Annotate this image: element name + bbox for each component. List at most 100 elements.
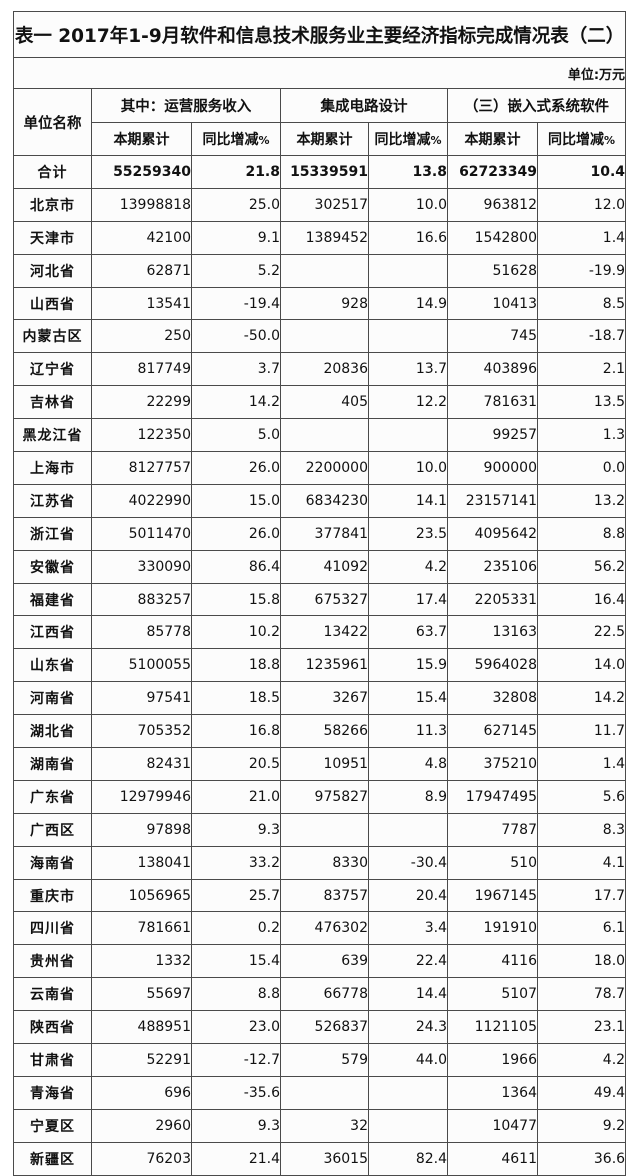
row-region-name: 合计 [13,155,92,189]
cell-ic-design-current: 13422 [280,615,369,650]
cell-operating-revenue-current: 13541 [91,286,192,321]
cell-ic-design-growth: 11.3 [368,714,448,749]
cell-operating-revenue-current: 2960 [91,1108,192,1143]
cell-operating-revenue-growth: 33.2 [191,845,281,880]
cell-operating-revenue-current: 817749 [91,352,192,387]
cell-embedded-software-current: 1121105 [447,1010,538,1045]
table-row: 山西省 13541 -19.4 928 14.9 10413 8.5 [13,286,627,321]
cell-operating-revenue-growth: 21.8 [191,155,281,189]
cell-embedded-software-growth: 78.7 [536,977,627,1012]
table-row: 四川省 781661 0.2 476302 3.4 191910 6.1 [13,911,627,946]
cell-operating-revenue-current: 122350 [91,418,192,453]
cell-embedded-software-growth: 18.0 [536,944,627,979]
cell-ic-design-current: 32 [280,1108,369,1143]
row-region-name: 海南省 [13,845,92,880]
cell-operating-revenue-growth: 5.2 [191,253,281,288]
table-row: 上海市 8127757 26.0 2200000 10.0 900000 0.0 [13,451,627,485]
row-region-name: 辽宁省 [13,352,92,387]
cell-ic-design-growth: 13.7 [368,352,448,387]
cell-operating-revenue-growth: 15.4 [191,944,281,979]
subheader-current-1: 本期累计 [91,122,192,156]
cell-embedded-software-growth: 11.7 [536,714,627,749]
cell-ic-design-growth: 13.8 [368,155,448,189]
cell-operating-revenue-current: 13998818 [91,187,192,222]
cell-ic-design-growth: 17.4 [368,582,448,617]
cell-ic-design-current: 36015 [280,1141,369,1176]
row-region-name: 贵州省 [13,944,92,979]
cell-operating-revenue-current: 488951 [91,1010,192,1045]
cell-ic-design-current: 675327 [280,582,369,617]
cell-operating-revenue-growth: 26.0 [191,516,281,551]
table-row: 广西区 97898 9.3 7787 8.3 [13,812,627,847]
cell-embedded-software-current: 5964028 [447,648,538,683]
cell-ic-design-growth: 63.7 [368,615,448,650]
cell-ic-design-growth: 15.9 [368,648,448,683]
table-row: 广东省 12979946 21.0 975827 8.9 17947495 5.6 [13,779,627,814]
cell-ic-design-growth [368,253,448,288]
cell-embedded-software-growth: 17.7 [536,878,627,913]
row-region-name: 河南省 [13,681,92,716]
cell-embedded-software-current: 62723349 [447,155,538,189]
cell-ic-design-current [280,253,369,288]
cell-operating-revenue-current: 5100055 [91,648,192,683]
table-row: 河南省 97541 18.5 3267 15.4 32808 14.2 [13,681,627,716]
subheader-label: 本期累计 [113,132,170,148]
cell-operating-revenue-current: 62871 [91,253,192,288]
cell-ic-design-current: 975827 [280,779,369,814]
cell-ic-design-growth [368,1075,448,1110]
table-row: 宁夏区 2960 9.3 32 10477 9.2 [13,1108,627,1143]
cell-operating-revenue-current: 8127757 [91,451,192,485]
cell-ic-design-growth: -30.4 [368,845,448,880]
cell-ic-design-growth [368,319,448,354]
cell-ic-design-current: 579 [280,1043,369,1077]
row-region-name: 甘肃省 [13,1043,92,1077]
row-region-name: 吉林省 [13,385,92,420]
cell-ic-design-current: 3267 [280,681,369,716]
subheader-label: 同比增减 [202,132,259,148]
cell-operating-revenue-current: 5011470 [91,516,192,551]
cell-embedded-software-current: 2205331 [447,582,538,617]
cell-embedded-software-growth: 22.5 [536,615,627,650]
cell-operating-revenue-growth: 9.1 [191,220,281,255]
cell-ic-design-growth: 14.1 [368,483,448,518]
table-row: 山东省 5100055 18.8 1235961 15.9 5964028 14.0 [13,648,627,683]
row-region-name: 广东省 [13,779,92,814]
row-region-name: 江苏省 [13,483,92,518]
subheader-growth-2: 同比增减% [368,122,448,156]
cell-operating-revenue-growth: -19.4 [191,286,281,321]
row-region-name: 新疆区 [13,1141,92,1176]
cell-embedded-software-current: 17947495 [447,779,538,814]
table-row: 天津市 42100 9.1 1389452 16.6 1542800 1.4 [13,220,627,255]
cell-operating-revenue-growth: 3.7 [191,352,281,387]
cell-operating-revenue-growth: 15.0 [191,483,281,518]
cell-ic-design-current [280,812,369,847]
cell-operating-revenue-growth: 21.4 [191,1141,281,1176]
title-row: 表一 2017年1-9月软件和信息技术服务业主要经济指标完成情况表（二） [12,11,627,58]
cell-ic-design-growth: 82.4 [368,1141,448,1176]
cell-embedded-software-growth: 10.4 [536,155,627,189]
table-body: 合计 55259340 21.8 15339591 13.8 62723349 10.4 北京… [13,155,627,1176]
cell-embedded-software-current: 627145 [447,714,538,749]
cell-ic-design-current: 1389452 [280,220,369,255]
cell-operating-revenue-growth: 26.0 [191,451,281,485]
row-region-name: 内蒙古区 [13,319,92,354]
cell-ic-design-growth: 14.4 [368,977,448,1012]
row-region-name: 青海省 [13,1075,92,1110]
cell-operating-revenue-current: 4022990 [91,483,192,518]
cell-ic-design-growth: 20.4 [368,878,448,913]
cell-embedded-software-current: 1364 [447,1075,538,1110]
cell-embedded-software-current: 1542800 [447,220,538,255]
cell-embedded-software-current: 745 [447,319,538,354]
cell-embedded-software-current: 23157141 [447,483,538,518]
cell-ic-design-growth: 22.4 [368,944,448,979]
cell-embedded-software-current: 99257 [447,418,538,453]
cell-embedded-software-current: 4116 [447,944,538,979]
cell-ic-design-current [280,418,369,453]
cell-operating-revenue-growth: 86.4 [191,549,281,584]
cell-embedded-software-current: 13163 [447,615,538,650]
cell-operating-revenue-current: 1056965 [91,878,192,913]
subheader-current-3: 本期累计 [447,122,538,156]
cell-embedded-software-growth: 1.4 [536,220,627,255]
cell-operating-revenue-current: 705352 [91,714,192,749]
subheader-label: 同比增减 [548,132,604,148]
